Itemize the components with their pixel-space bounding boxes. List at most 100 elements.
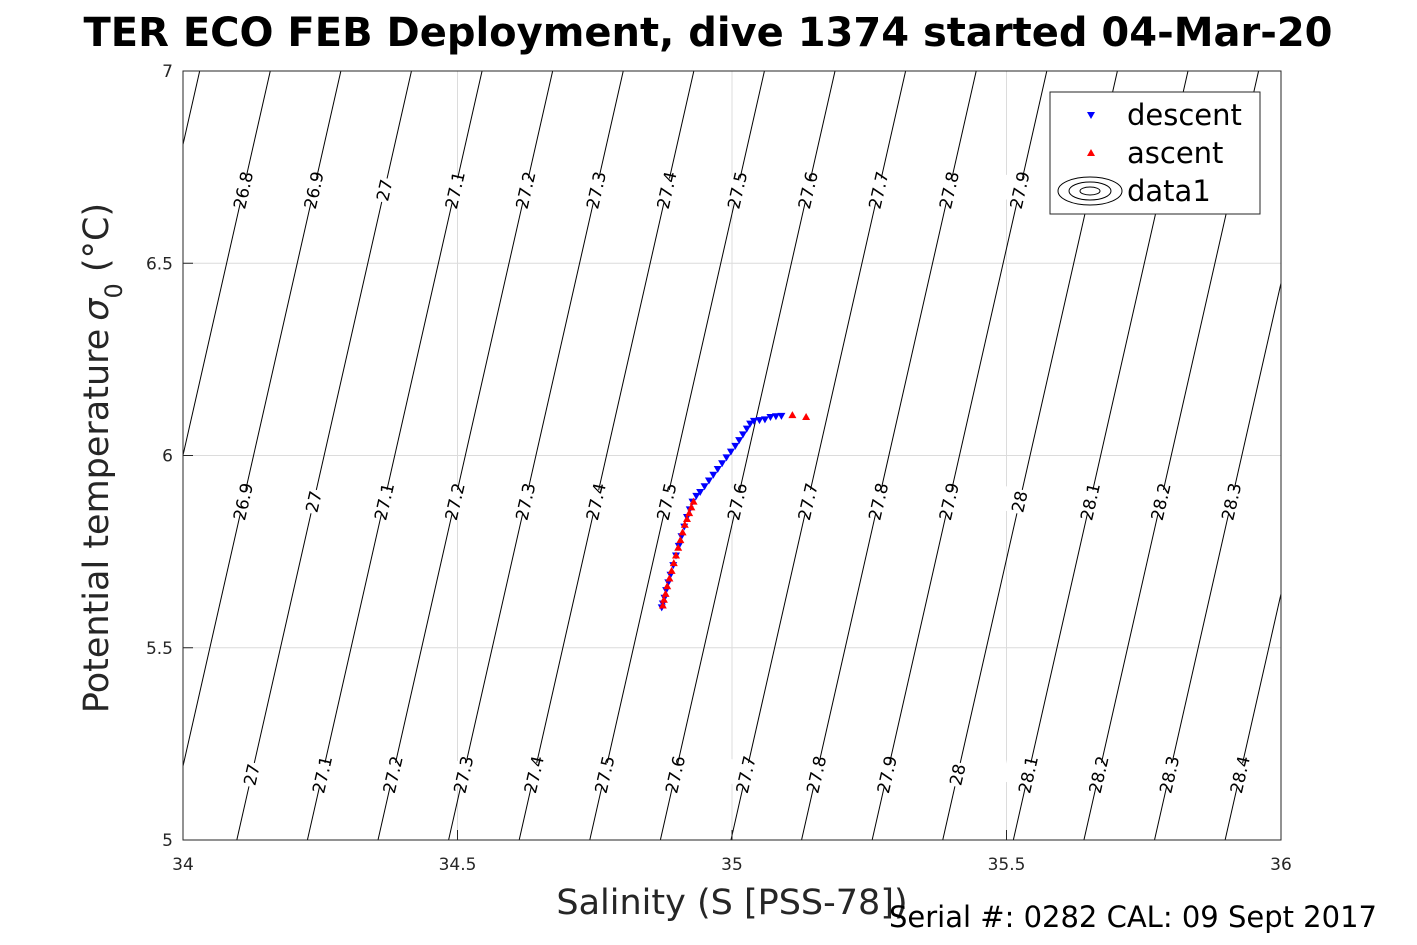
ascent-point xyxy=(661,589,670,597)
ascent-point xyxy=(659,595,668,603)
descent-point xyxy=(722,454,731,462)
x-axis-label: Salinity (S [PSS-78]) xyxy=(556,883,907,923)
contour-label-gap xyxy=(499,484,552,519)
descent-point xyxy=(731,442,740,450)
x-tick-label: 35.5 xyxy=(988,855,1026,875)
descent-point xyxy=(742,425,751,433)
legend: descent ascent data1 xyxy=(1049,91,1261,215)
contour-label-gap xyxy=(923,173,976,208)
contour-label: 27 xyxy=(373,178,397,204)
legend-ascent-marker xyxy=(1087,149,1095,156)
ascent-point xyxy=(663,582,672,590)
contour-label-gap xyxy=(358,173,411,208)
x-tick-label: 35 xyxy=(721,855,743,875)
y-tick-label: 6.5 xyxy=(146,254,173,274)
contour-label-gap xyxy=(1002,757,1055,792)
descent-point xyxy=(709,471,718,479)
contour-label-gap xyxy=(640,484,693,519)
y-tick-label: 6 xyxy=(162,447,173,467)
contour-label: 28 xyxy=(946,762,970,788)
contour-label-gap xyxy=(578,757,631,792)
descent-point xyxy=(718,460,727,468)
ascent-point xyxy=(680,520,689,528)
contour-label-gap xyxy=(711,173,764,208)
serial-cal-text: Serial #: 0282 CAL: 09 Sept 2017 xyxy=(889,900,1377,934)
legend-data1-label: data1 xyxy=(1127,174,1211,208)
contour-label-gap xyxy=(499,173,552,208)
contour-label-gap xyxy=(922,484,976,519)
contour-label-gap xyxy=(570,173,623,208)
axis-ticks: 34 34.5 35 35.5 36 5 5.5 6 6.5 7 xyxy=(146,62,1292,875)
descent-point xyxy=(766,414,775,422)
ascent-point xyxy=(685,509,694,517)
y-axis-label-main: Potential temperature xyxy=(77,329,117,713)
x-tick-label: 34 xyxy=(172,855,194,875)
contour-line xyxy=(1154,280,1281,840)
ascent-point xyxy=(802,413,811,421)
contour-label-gap xyxy=(358,484,411,519)
contour-label-gap xyxy=(1134,484,1187,519)
contour-label-gap xyxy=(649,757,702,792)
ascent-point xyxy=(674,543,683,551)
y-tick-label: 7 xyxy=(162,62,173,82)
contour-label-gap xyxy=(296,757,349,792)
contour-label: 27 xyxy=(240,762,264,788)
contour-label-gap xyxy=(437,757,490,792)
descent-point xyxy=(738,431,747,439)
contour-label-gap xyxy=(852,484,905,519)
descent-point xyxy=(760,416,769,424)
contour-label-gap xyxy=(931,757,984,792)
contour-label-gap xyxy=(781,484,834,519)
y-axis-label-symbol: σ xyxy=(77,297,117,321)
descent-point xyxy=(746,420,755,428)
ascent-point xyxy=(678,528,687,536)
legend-contour-icon xyxy=(1057,176,1123,206)
descent-point xyxy=(749,417,758,425)
legend-descent-label: descent xyxy=(1127,98,1242,132)
ascent-point xyxy=(689,497,698,505)
contour-label-gap xyxy=(366,757,419,792)
legend-ascent-label: ascent xyxy=(1127,136,1223,170)
ascent-point xyxy=(669,559,678,567)
ascent-point xyxy=(658,601,667,609)
contour-label-gap xyxy=(287,484,340,519)
contour-label-gap xyxy=(287,173,340,208)
y-axis-label-unit: (°C) xyxy=(77,203,117,283)
descent-point xyxy=(696,489,705,497)
ascent-point xyxy=(687,503,696,511)
ascent-point xyxy=(665,574,674,582)
descent-point xyxy=(700,483,709,491)
contour-label-gap xyxy=(852,173,905,208)
contour-label-gap xyxy=(1213,757,1267,792)
y-axis-label-subscript: 0 xyxy=(100,283,128,298)
descent-point xyxy=(777,412,786,420)
contour-label-gap xyxy=(790,757,843,792)
descent-point xyxy=(704,477,713,485)
y-tick-label: 5 xyxy=(162,831,173,851)
y-axis-label: Potential temperature σ0 (°C) xyxy=(77,203,128,713)
chart-title: TER ECO FEB Deployment, dive 1374 starte… xyxy=(83,10,1332,56)
contour-label-gap xyxy=(993,173,1046,208)
legend-descent-marker xyxy=(1087,112,1095,119)
contour-label-gap xyxy=(225,757,278,792)
x-tick-label: 34.5 xyxy=(439,855,477,875)
ascent-point xyxy=(676,536,685,544)
contour-label-gap xyxy=(1205,484,1258,519)
contour-label: 27 xyxy=(302,489,326,515)
contour-label-gap xyxy=(1072,757,1125,792)
ascent-point xyxy=(788,411,797,419)
descent-point xyxy=(735,437,744,445)
descent-point xyxy=(755,417,764,425)
contour-labels: 26.8 26.9 27 27.1 27.2 27.3 27.4 27.5 27.6 27.7 27… xyxy=(217,170,1267,796)
data-series xyxy=(657,411,811,612)
contour-label-gap xyxy=(507,757,561,792)
contour-label-gap xyxy=(860,757,914,792)
descent-point xyxy=(692,492,701,500)
contour-label-gap xyxy=(217,173,270,208)
contour-label-gap xyxy=(217,484,270,519)
contour-label-gap xyxy=(428,173,482,208)
contour-label-gap xyxy=(711,484,764,519)
contour-label-gap xyxy=(1064,484,1117,519)
contour-label-gap xyxy=(993,484,1046,519)
